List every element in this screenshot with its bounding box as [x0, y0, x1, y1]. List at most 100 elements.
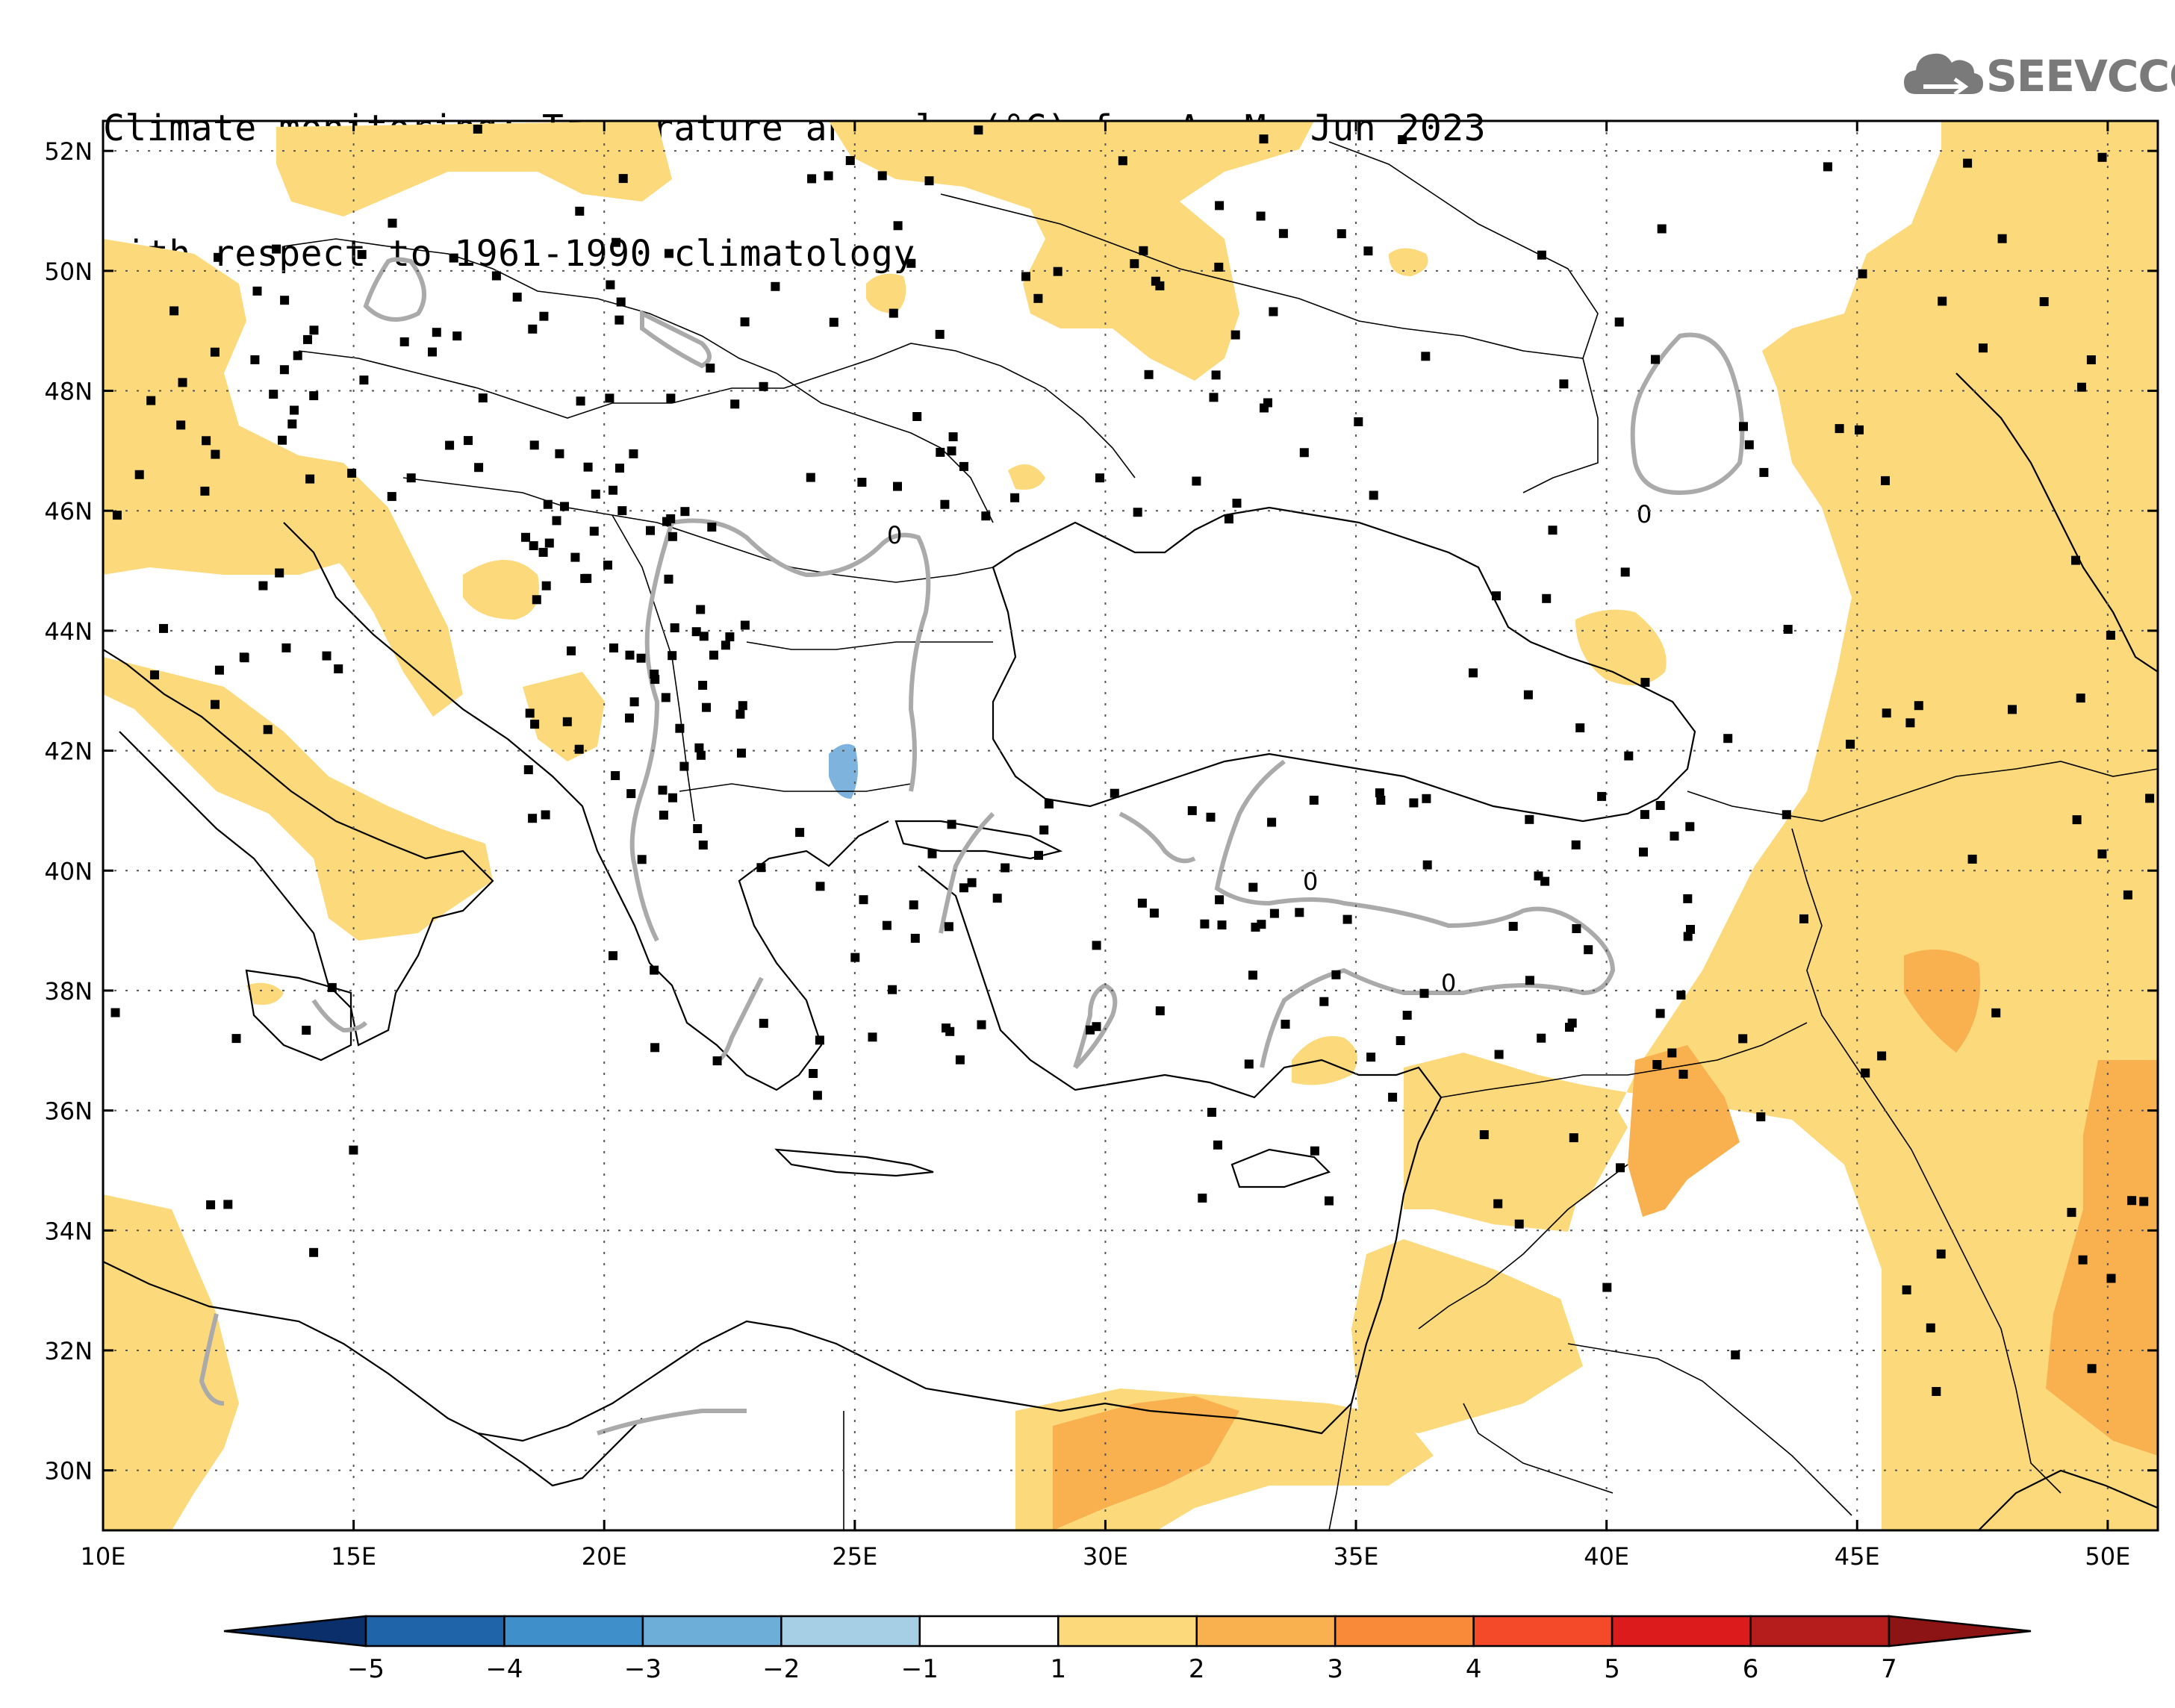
station-marker [740, 317, 750, 327]
station-marker [146, 396, 156, 405]
station-marker [1419, 988, 1429, 998]
station-marker [1823, 162, 1832, 172]
lat-tick-label: 32N [44, 1337, 93, 1365]
station-marker [702, 702, 711, 712]
colorbar-arrow-high [1888, 1615, 2032, 1648]
station-marker [1616, 1163, 1625, 1173]
station-marker [893, 221, 903, 231]
warm-area-croatia [276, 463, 463, 717]
station-marker [1198, 1193, 1207, 1203]
station-marker [1667, 1048, 1677, 1058]
lon-tick-label: 35E [1334, 1542, 1379, 1571]
station-marker [1683, 932, 1693, 941]
station-marker [629, 697, 639, 707]
coast-caspian [1955, 373, 2158, 673]
station-marker [1744, 440, 1754, 449]
station-marker [214, 252, 223, 262]
station-marker [1655, 1009, 1665, 1018]
lat-tick-label: 46N [44, 497, 93, 526]
station-marker [1683, 894, 1693, 903]
station-marker [240, 653, 249, 663]
station-marker [868, 1032, 877, 1042]
lat-tick-label: 44N [44, 617, 93, 646]
station-marker [959, 883, 968, 893]
station-marker [1149, 908, 1159, 918]
colorbar-label: 4 [1466, 1654, 1482, 1684]
lat-tick-label: 52N [44, 137, 93, 166]
station-marker [680, 507, 690, 517]
station-marker [675, 723, 685, 733]
colorbar-label: −5 [347, 1654, 385, 1684]
station-marker [1569, 1133, 1578, 1143]
warm-area-north [829, 121, 1314, 381]
station-marker [1095, 473, 1104, 483]
station-marker [302, 1026, 311, 1035]
station-marker [824, 171, 833, 181]
hot-area-egypt [1053, 1396, 1239, 1530]
colorbar-label: 2 [1189, 1654, 1205, 1684]
station-marker [1214, 262, 1224, 272]
station-marker [1799, 914, 1808, 923]
station-marker [528, 324, 538, 334]
warm-area-caucasus [1575, 609, 1667, 685]
station-marker [1021, 272, 1030, 281]
coast-persian [1978, 1469, 2158, 1530]
station-markers [111, 125, 2155, 1396]
station-marker [906, 258, 916, 268]
station-marker [609, 485, 617, 495]
station-marker [1363, 246, 1373, 256]
lat-tick-label: 48N [44, 378, 93, 406]
station-marker [1936, 1249, 1946, 1259]
colorbar-label: 6 [1743, 1654, 1759, 1684]
station-marker [1492, 591, 1501, 601]
station-marker [737, 748, 746, 758]
colorbar-swatch [364, 1615, 505, 1648]
station-marker [2071, 555, 2080, 565]
station-marker [1572, 924, 1581, 933]
station-marker [1967, 854, 1977, 864]
coast-crete [774, 1148, 934, 1177]
station-marker [1932, 1387, 1941, 1396]
station-marker [1571, 840, 1581, 850]
station-marker [1337, 229, 1346, 239]
station-marker [327, 982, 337, 992]
station-marker [290, 405, 299, 415]
station-marker [1299, 448, 1309, 458]
warm-area-montenegro [523, 672, 605, 761]
station-marker [2008, 705, 2017, 714]
station-marker [2106, 631, 2115, 640]
cool-area-bulgaria [829, 744, 858, 799]
station-marker [1861, 1068, 1870, 1078]
station-marker [1309, 795, 1319, 805]
station-marker [605, 393, 614, 403]
station-marker [591, 489, 600, 499]
station-marker [202, 436, 211, 446]
station-marker [1979, 343, 1988, 353]
station-marker [1118, 156, 1127, 166]
station-marker [668, 651, 677, 661]
station-marker [626, 789, 636, 799]
station-marker [882, 920, 892, 930]
map-frame [102, 119, 2159, 1532]
contour-label: 0 [1637, 500, 1652, 529]
station-marker [1409, 798, 1419, 808]
station-marker [1224, 514, 1233, 524]
logo-text: SEEVCCC [1986, 51, 2175, 102]
station-marker [721, 640, 730, 650]
station-marker [893, 481, 902, 491]
station-marker [924, 176, 934, 186]
station-marker [473, 125, 482, 134]
station-marker [1523, 690, 1533, 699]
station-marker [1248, 882, 1258, 892]
station-marker [1422, 860, 1432, 870]
station-marker [1211, 370, 1221, 380]
station-marker [614, 315, 624, 325]
station-marker [491, 271, 501, 281]
station-marker [877, 171, 887, 181]
warm-area-bosnia [463, 560, 539, 620]
anomaly-shading [103, 121, 2158, 1530]
colorbar-label: −1 [901, 1654, 939, 1684]
lon-tick-label: 25E [832, 1542, 877, 1571]
station-marker [2145, 794, 2155, 803]
station-marker [1039, 825, 1049, 835]
